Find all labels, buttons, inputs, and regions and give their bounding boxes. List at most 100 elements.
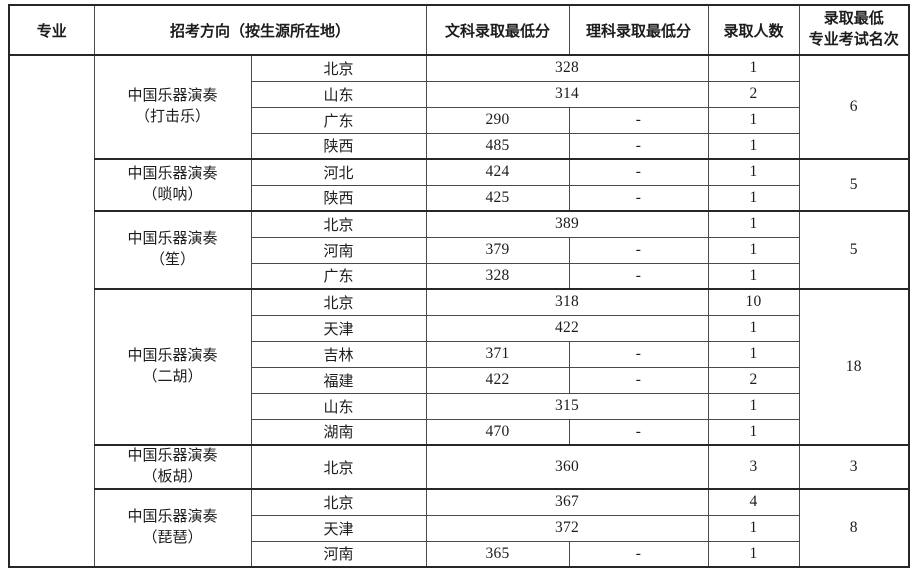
merged-score-cell: 318 [425, 288, 709, 316]
header-major: 专业 [8, 4, 95, 56]
table-row: 山东 314 2 [9, 80, 909, 108]
admit-count-cell: 2 [707, 366, 800, 394]
admit-count-cell: 1 [707, 418, 800, 446]
science-score-cell: - [568, 236, 709, 264]
group-name-line1: 中国乐器演奏 [127, 231, 218, 247]
header-min-rank: 录取最低 专业考试名次 [798, 4, 910, 56]
science-score-cell: - [568, 158, 709, 186]
group-name-cell: 中国乐器演奏 （琵琶） [93, 488, 252, 568]
admit-count-cell: 1 [707, 106, 800, 134]
arts-score-cell: 371 [425, 340, 570, 368]
admit-count-cell: 1 [707, 514, 800, 542]
group-name-line2: （二胡） [142, 369, 203, 385]
arts-score-cell: 365 [425, 540, 570, 568]
province-cell: 天津 [250, 314, 427, 342]
group-name-cell: 中国乐器演奏 （打击乐） [93, 54, 252, 160]
min-rank-cell: 8 [798, 488, 910, 568]
province-cell: 福建 [250, 366, 427, 394]
province-cell: 广东 [250, 262, 427, 290]
table-row: 广东 328 - 1 [9, 262, 909, 290]
min-rank-cell: 3 [798, 444, 910, 490]
province-cell: 北京 [250, 210, 427, 238]
group-name-line2: （唢呐） [142, 187, 203, 203]
merged-score-cell: 367 [425, 488, 709, 516]
min-rank-cell: 6 [798, 54, 910, 160]
admit-count-cell: 3 [707, 444, 800, 490]
arts-score-cell: 328 [425, 262, 570, 290]
province-cell: 河南 [250, 236, 427, 264]
science-score-cell: - [568, 418, 709, 446]
province-cell: 北京 [250, 54, 427, 82]
science-score-cell: - [568, 540, 709, 568]
major-cell [8, 54, 95, 568]
min-rank-cell: 5 [798, 210, 910, 290]
science-score-cell: - [568, 366, 709, 394]
arts-score-cell: 485 [425, 132, 570, 160]
header-arts-min: 文科录取最低分 [425, 4, 570, 56]
group-name-line2: （笙） [149, 252, 195, 268]
table-row: 中国乐器演奏 （二胡） 北京 318 10 18 [9, 288, 910, 446]
table-row: 中国乐器演奏 （板胡） 北京 360 3 3 [9, 444, 910, 490]
admit-count-cell: 1 [707, 262, 800, 290]
admit-count-cell: 1 [707, 392, 800, 420]
header-direction: 招考方向（按生源所在地） [93, 4, 427, 56]
group-name-line1: 中国乐器演奏 [127, 509, 218, 525]
merged-score-cell: 315 [425, 392, 709, 420]
header-min-rank-line1: 录取最低 [823, 11, 884, 27]
admit-count-cell: 4 [707, 488, 800, 516]
arts-score-cell: 425 [425, 184, 570, 212]
science-score-cell: - [568, 132, 709, 160]
header-admit-count: 录取人数 [707, 4, 800, 56]
admit-count-cell: 10 [707, 288, 800, 316]
province-cell: 河北 [250, 158, 427, 186]
province-cell: 北京 [250, 288, 427, 316]
admit-count-cell: 1 [707, 54, 800, 82]
arts-score-cell: 379 [425, 236, 570, 264]
admit-count-cell: 1 [707, 184, 800, 212]
min-rank-cell: 18 [798, 288, 910, 446]
group-name-line1: 中国乐器演奏 [127, 88, 218, 104]
admit-count-cell: 1 [707, 210, 800, 238]
group-name-line2: （打击乐） [134, 109, 210, 125]
table-row: 山东 315 1 [9, 392, 909, 420]
province-cell: 广东 [250, 106, 427, 134]
group-name-cell: 中国乐器演奏 （二胡） [93, 288, 252, 446]
table-row: 中国乐器演奏 （笙） 北京 389 1 5 [9, 210, 910, 290]
admit-count-cell: 1 [707, 540, 800, 568]
table-row: 中国乐器演奏 （琵琶） 北京 367 4 8 [9, 488, 910, 568]
merged-score-cell: 422 [425, 314, 709, 342]
table-row: 广东 290 - 1 [9, 106, 909, 134]
table-row: 吉林 371 - 1 [9, 340, 909, 368]
table-row: 中国乐器演奏 （唢呐） 河北 424 - 1 5 [9, 158, 910, 212]
province-cell: 山东 [250, 392, 427, 420]
merged-score-cell: 360 [425, 444, 709, 490]
group-name-line2: （板胡） [142, 469, 203, 485]
admit-count-cell: 2 [707, 80, 800, 108]
group-name-cell: 中国乐器演奏 （唢呐） [93, 158, 252, 212]
province-cell: 吉林 [250, 340, 427, 368]
province-cell: 北京 [250, 488, 427, 516]
table-row: 陕西 485 - 1 [9, 132, 909, 160]
admit-count-cell: 1 [707, 158, 800, 186]
table-row: 湖南 470 - 1 [9, 418, 909, 446]
admit-count-cell: 1 [707, 340, 800, 368]
group-name-cell: 中国乐器演奏 （笙） [93, 210, 252, 290]
province-cell: 北京 [250, 444, 427, 490]
province-cell: 山东 [250, 80, 427, 108]
arts-score-cell: 424 [425, 158, 570, 186]
province-cell: 陕西 [250, 184, 427, 212]
merged-score-cell: 389 [425, 210, 709, 238]
table-row: 陕西 425 - 1 [9, 184, 909, 212]
merged-score-cell: 372 [425, 514, 709, 542]
header-science-min: 理科录取最低分 [568, 4, 709, 56]
arts-score-cell: 470 [425, 418, 570, 446]
header-min-rank-line2: 专业考试名次 [808, 32, 899, 48]
admit-count-cell: 1 [707, 314, 800, 342]
admit-count-cell: 1 [707, 132, 800, 160]
admit-count-cell: 1 [707, 236, 800, 264]
merged-score-cell: 328 [425, 54, 709, 82]
science-score-cell: - [568, 340, 709, 368]
min-rank-cell: 5 [798, 158, 910, 212]
table-row: 中国乐器演奏 （打击乐） 北京 328 1 6 [8, 54, 910, 568]
